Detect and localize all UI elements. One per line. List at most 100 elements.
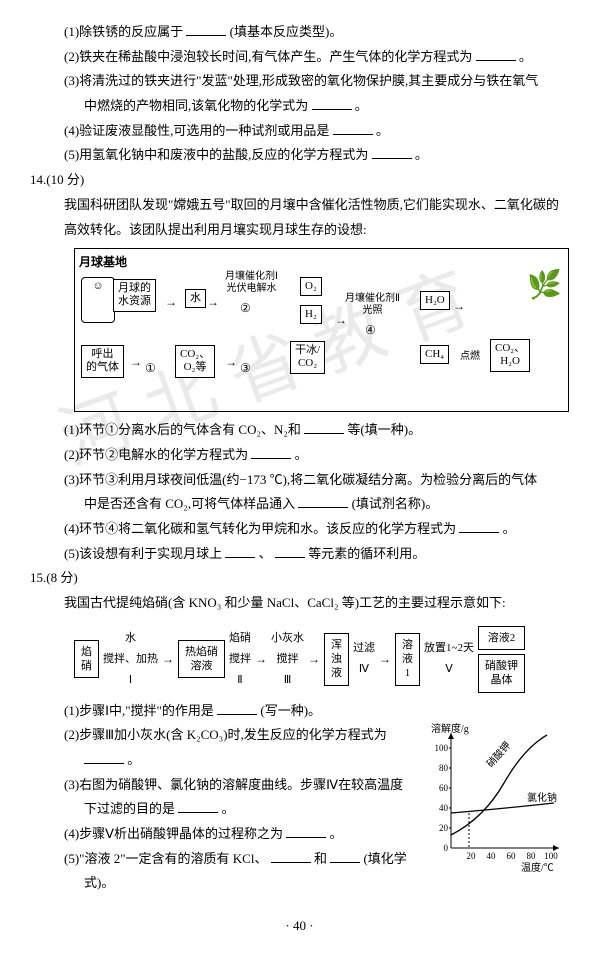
blank (312, 109, 352, 110)
text: 式)。 (84, 875, 114, 890)
svg-text:60: 60 (439, 783, 449, 793)
fbox-1: 焰硝 (74, 640, 99, 679)
text: 等元素的循环利用。 (308, 546, 425, 561)
t: 硝 (81, 660, 92, 672)
text: (填基本反应类型)。 (230, 24, 343, 39)
label-cat2: 月壤催化剂Ⅱ 光照 (345, 293, 400, 317)
node-co2o2: CO₂、 O₂等 (175, 345, 215, 377)
svg-text:80: 80 (439, 763, 449, 773)
circ1: ① (145, 357, 156, 380)
arrow-icon: → (308, 648, 320, 671)
fbox-2: 热焰硝 溶液 (178, 640, 225, 679)
fbox-4: 浑 浊 液 (324, 633, 349, 686)
q13-2: (2)铁夹在稀盐酸中浸泡较长时间,有气体产生。产生气体的化学方程式为 。 (30, 45, 569, 70)
blank (225, 557, 255, 558)
svg-text:40: 40 (487, 851, 497, 861)
blank (286, 837, 326, 838)
q14-4: (4)环节④将二氧化碳和氢气转化为甲烷和水。该反应的化学方程式为 。 (30, 517, 569, 542)
q13-3a: (3)将清洗过的铁夹进行"发蓝"处理,形成致密的氧化物保护膜,其主要成分与铁在氧… (30, 69, 569, 94)
q14-num: 14.(10 分) (30, 168, 569, 193)
text: 。 (415, 147, 428, 162)
arrow-icon: → (162, 648, 174, 671)
text: (3)环节③利用月球夜间低温(约−173 ℃),将二氧化碳凝结分离。为检验分离后… (64, 472, 537, 487)
moon-base-diagram: 月球基地 ☺ 月球的 水资源 呼出 的气体 水 CO₂、 O₂等 月壤催化剂Ⅰ … (74, 248, 569, 412)
line2-label: 氯化钠 (527, 791, 557, 804)
q15-intro: 我国古代提纯焰硝(含 KNO₃ 和少量 NaCl、CaCl₂ 等)工艺的主要过程… (30, 591, 569, 616)
text: 、 (259, 546, 272, 561)
blank (251, 458, 291, 459)
blank (217, 714, 257, 715)
text: 中燃烧的产物相同,该氧化物的化学式为 (84, 98, 308, 113)
text: (4)环节④将二氧化碳和氢气转化为甲烷和水。该反应的化学方程式为 (64, 521, 456, 536)
step-4: 过滤 Ⅳ (353, 638, 375, 680)
node-water-res: 月球的 水资源 (113, 279, 156, 311)
label-cat1: 月壤催化剂Ⅰ 光伏电解水 (225, 271, 278, 295)
node-exhale: 呼出 的气体 (81, 345, 124, 377)
text: (2)环节②电解水的化学方程式为 (64, 447, 248, 462)
text: (写一种)。 (260, 703, 321, 718)
fbox-7: 硝酸钾 晶体 (478, 654, 525, 693)
t: 焰 (81, 646, 92, 658)
astronaut-icon: ☺ (81, 277, 115, 323)
blank (298, 507, 348, 508)
text: (1)环节①分离水后的气体含有 CO₂、N₂和 (64, 422, 301, 437)
blank (178, 812, 218, 813)
q15-num: 15.(8 分) (30, 566, 569, 591)
arrow-icon: → (379, 648, 391, 671)
step-5: 放置1~2天 Ⅴ (424, 638, 474, 680)
text: 。 (330, 826, 343, 841)
q13-1: (1)除铁锈的反应属于 (填基本反应类型)。 (30, 20, 569, 45)
text: 下过滤的目的是 (84, 801, 175, 816)
text: (3)右图为硝酸钾、氯化钠的溶解度曲线。步骤Ⅳ在较高温度 (64, 777, 403, 792)
q14-5: (5)该设想有利于实现月球上 、 等元素的循环利用。 (30, 542, 569, 567)
q15-1: (1)步骤Ⅰ中,"搅拌"的作用是 (写一种)。 (30, 699, 569, 724)
blank (476, 60, 516, 61)
circ2: ② (240, 297, 251, 320)
svg-text:100: 100 (544, 851, 558, 861)
text: 。 (295, 447, 308, 462)
blank (372, 158, 412, 159)
svg-text:60: 60 (507, 851, 517, 861)
q14-intro1: 我国科研团队发现"嫦娥五号"取回的月壤中含催化活性物质,它们能实现水、二氧化碳的 (30, 193, 569, 218)
node-dryice: 干冰/ CO₂ (290, 341, 325, 373)
step-3: 小灰水 搅拌 Ⅲ (271, 628, 304, 691)
text: (填试剂名称)。 (352, 496, 439, 511)
ylabel: 溶解度/g (431, 723, 469, 735)
text: 。 (222, 801, 235, 816)
q13-3b: 中燃烧的产物相同,该氧化物的化学式为 。 (30, 94, 569, 119)
node-h2: H₂ (300, 305, 322, 324)
svg-text:100: 100 (435, 743, 449, 753)
blank (333, 134, 373, 135)
text: (2)步骤Ⅲ加小灰水(含 K₂CO₃)时,发生反应的化学方程式为 (64, 727, 387, 742)
svg-text:0: 0 (444, 843, 449, 853)
text: 中是否还含有 CO₂,可将气体样品通入 (84, 496, 295, 511)
text: (5)"溶液 2"一定含有的溶质有 KCl、 (64, 851, 267, 866)
q15-5b: 式)。 (30, 871, 569, 896)
text: (填化学 (363, 851, 406, 866)
text: 。 (519, 49, 532, 64)
page-number: · 40 · (30, 914, 569, 939)
text: (2)铁夹在稀盐酸中浸泡较长时间,有气体产生。产生气体的化学方程式为 (64, 49, 472, 64)
blank (304, 433, 344, 434)
text: (3)将清洗过的铁夹进行"发蓝"处理,形成致密的氧化物保护膜,其主要成分与铁在氧… (64, 73, 538, 88)
q14-2: (2)环节②电解水的化学方程式为 。 (30, 443, 569, 468)
line1-label: 硝酸钾 (484, 739, 514, 770)
blank (330, 862, 360, 863)
arrow-icon: → (255, 648, 267, 671)
node-ch4: CH₄ (420, 345, 449, 364)
node-h2o: H₂O (420, 291, 450, 310)
text: 和 (314, 851, 327, 866)
fbox-6: 溶液2 (478, 626, 525, 650)
blank (459, 532, 499, 533)
blank (84, 763, 124, 764)
text: (1)步骤Ⅰ中,"搅拌"的作用是 (64, 703, 214, 718)
svg-text:20: 20 (439, 823, 449, 833)
xlabel: 温度/℃ (521, 861, 554, 873)
solubility-chart: 0 20 40 60 80 100 20 40 60 80 100 硝酸钾 氯化… (429, 723, 569, 873)
node-water: 水 (185, 289, 206, 308)
q13-4: (4)验证废液显酸性,可选用的一种试剂或用品是 。 (30, 119, 569, 144)
blank (275, 557, 305, 558)
q14-1: (1)环节①分离水后的气体含有 CO₂、N₂和 等(填一种)。 (30, 418, 569, 443)
text: 月壤催化剂Ⅰ 光伏电解水 (225, 271, 278, 294)
circ4: ④ (365, 319, 376, 342)
